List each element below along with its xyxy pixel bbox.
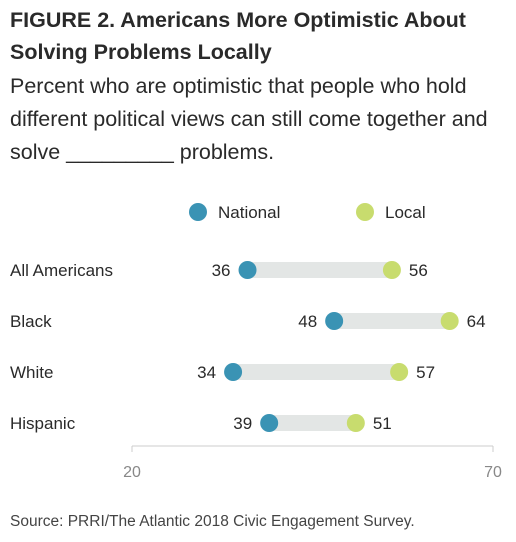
local-value-white: 57 [416,363,435,382]
local-dot-black [440,312,459,330]
local-dot-white [390,363,409,381]
x-axis: 20 70 [123,445,502,481]
national-value-white: 34 [197,363,216,382]
category-label-black: Black [10,312,52,331]
national-value-all-americans: 36 [212,261,231,280]
plot-rows: All Americans 36 56 Black 48 64 White 34 57 Hispa… [10,261,486,433]
local-value-all-americans: 56 [409,261,428,280]
category-label-white: White [10,363,53,382]
national-dot-white [224,363,243,381]
national-dot-all-americans [238,261,257,279]
range-bar-all-americans [247,262,392,278]
range-bar-white [233,364,400,380]
source-note: Source: PRRI/The Atlantic 2018 Civic Eng… [10,513,415,530]
legend-label-national: National [218,203,280,222]
legend-label-local: Local [385,203,426,222]
chart-subtitle: Percent who are optimistic that people w… [10,74,488,164]
national-value-black: 48 [298,312,317,331]
legend-marker-national [189,203,207,221]
range-bar-hispanic [269,415,356,431]
chart-title: FIGURE 2. Americans More Optimistic Abou… [10,8,466,64]
national-dot-black [325,312,344,330]
legend-marker-local [356,203,374,221]
national-dot-hispanic [260,414,279,432]
x-tick-label: 20 [123,464,141,481]
x-tick-label: 70 [484,464,502,481]
category-label-hispanic: Hispanic [10,414,76,433]
national-value-hispanic: 39 [233,414,252,433]
local-value-black: 64 [467,312,486,331]
range-bar-black [334,313,450,329]
local-dot-hispanic [346,414,365,432]
legend: National Local [189,203,426,222]
category-label-all-americans: All Americans [10,261,113,280]
local-dot-all-americans [382,261,401,279]
local-value-hispanic: 51 [373,414,392,433]
